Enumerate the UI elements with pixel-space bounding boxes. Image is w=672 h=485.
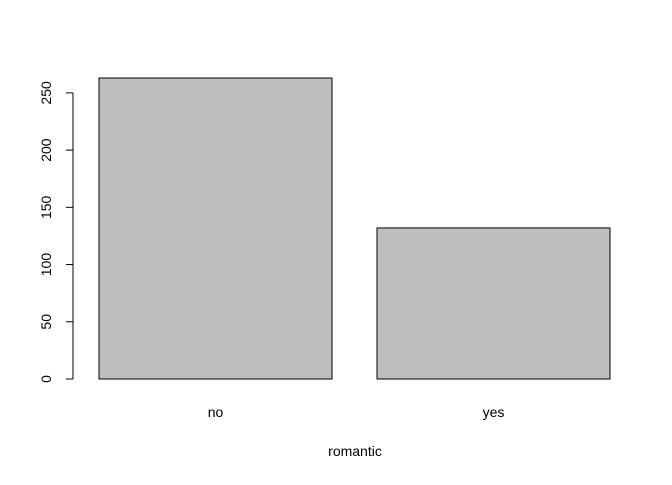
x-tick-label-yes: yes [483,404,505,420]
y-tick-label: 200 [38,138,54,162]
y-tick-label: 100 [38,253,54,277]
y-tick-label: 250 [38,81,54,105]
y-tick-label: 50 [38,314,54,330]
bar-yes [376,227,611,380]
bar-no [98,77,333,380]
x-tick-label-no: no [208,404,224,420]
x-axis-title: romantic [328,443,382,459]
y-axis: 0 50 100 150 200 250 [38,81,74,383]
y-tick-label: 150 [38,195,54,219]
bars-group [98,77,611,380]
y-tick-label: 0 [38,375,54,383]
x-tick-labels: no yes [208,404,505,420]
